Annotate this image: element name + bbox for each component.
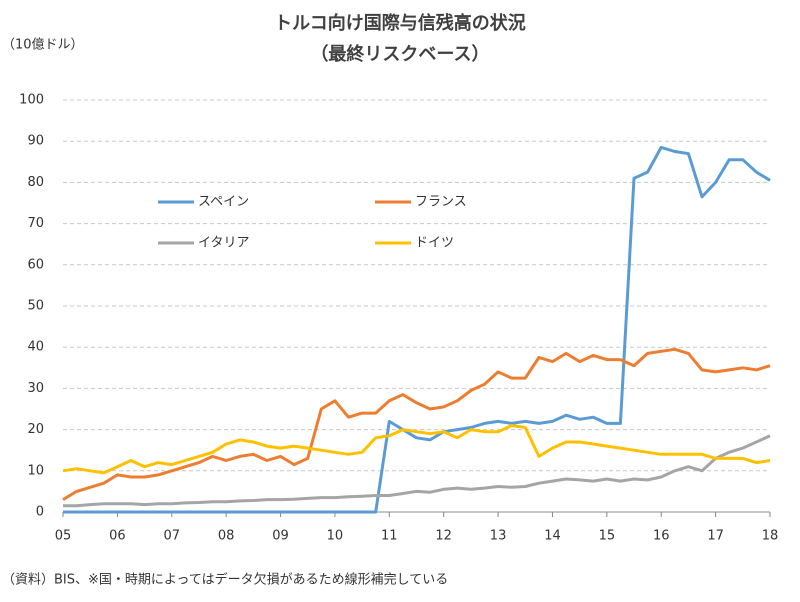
- x-tick-label: 16: [653, 529, 670, 544]
- x-tick-label: 17: [707, 529, 724, 544]
- x-tick-label: 06: [109, 529, 126, 544]
- x-tick-label: 18: [762, 529, 779, 544]
- y-tick-label: 80: [27, 175, 44, 190]
- x-tick-label: 07: [163, 529, 180, 544]
- x-tick-label: 13: [490, 529, 507, 544]
- y-tick-label: 70: [27, 216, 44, 231]
- data-line: [62, 347, 771, 501]
- x-tick-label: 05: [55, 529, 72, 544]
- y-tick-label: 100: [19, 93, 44, 108]
- data-line: [63, 434, 771, 508]
- y-tick-label: 60: [27, 257, 44, 272]
- legend-label: フランス: [415, 195, 467, 210]
- y-tick-label: 90: [27, 134, 44, 149]
- y-tick-label: 20: [27, 422, 44, 437]
- x-tick-label: 11: [381, 529, 398, 544]
- legend-label: ドイツ: [415, 236, 454, 251]
- y-tick-label: 0: [36, 505, 44, 520]
- x-tick-label: 08: [218, 529, 235, 544]
- footnote: （資料）BIS、※国・時期によってはデータ欠損があるため線形補完している: [2, 572, 448, 588]
- x-tick-label: 12: [435, 529, 452, 544]
- y-tick-label: 10: [27, 463, 44, 478]
- chart-title: トルコ向け国際与信残高の状況: [274, 12, 526, 34]
- y-axis-label: （10億ドル）: [2, 37, 84, 53]
- x-tick-label: 09: [272, 529, 289, 544]
- y-tick-label: 50: [27, 299, 44, 314]
- y-tick-label: 30: [27, 381, 44, 396]
- chart-subtitle: （最終リスクベース）: [310, 43, 489, 65]
- x-tick-label: 10: [327, 529, 344, 544]
- data-line: [63, 145, 771, 514]
- x-tick-label: 15: [599, 529, 616, 544]
- legend-label: スペイン: [198, 195, 249, 210]
- x-tick-label: 14: [544, 529, 561, 544]
- y-tick-label: 40: [27, 340, 44, 355]
- legend-label: イタリア: [198, 236, 249, 251]
- data-line: [62, 424, 771, 475]
